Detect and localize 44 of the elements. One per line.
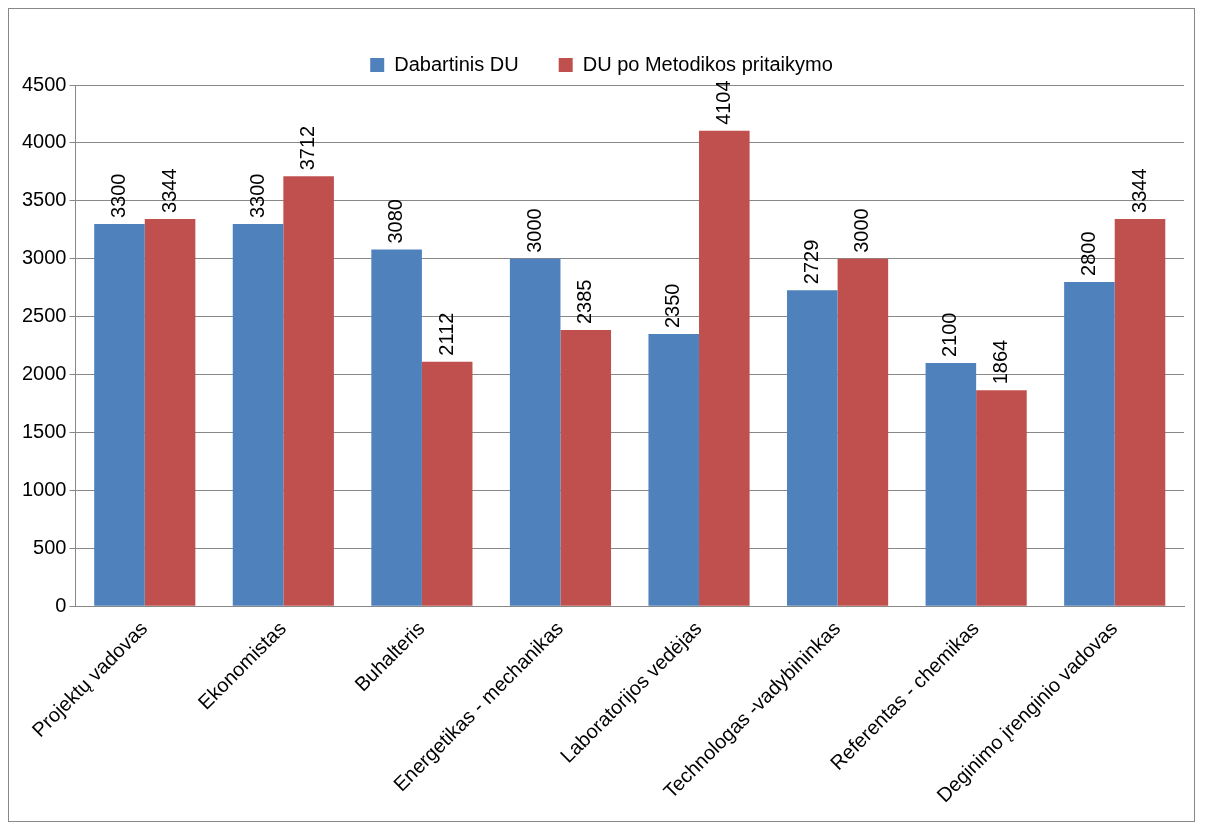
y-tick-label: 4500 xyxy=(21,72,67,95)
y-tick-label: 3500 xyxy=(21,188,67,211)
data-label: 2729 xyxy=(799,239,822,285)
bar xyxy=(283,176,334,606)
data-label: 1864 xyxy=(988,339,1011,385)
data-label: 3300 xyxy=(107,173,129,219)
y-tick-label: 2000 xyxy=(21,362,67,385)
bar xyxy=(94,224,145,606)
data-label: 2100 xyxy=(938,312,961,358)
bar xyxy=(699,130,750,606)
bar xyxy=(787,290,838,606)
data-label: 3344 xyxy=(1127,168,1150,213)
bar xyxy=(421,361,473,606)
y-tick-label: 0 xyxy=(55,593,67,616)
y-tick-label: 1500 xyxy=(21,420,67,443)
legend-label: Dabartinis DU xyxy=(394,52,519,75)
bar xyxy=(371,249,422,606)
data-label: 2800 xyxy=(1076,231,1099,276)
data-label: 2350 xyxy=(661,283,684,329)
data-label: 3000 xyxy=(850,208,873,253)
data-label: 2112 xyxy=(434,312,457,356)
data-label: 3000 xyxy=(522,208,545,253)
y-tick-label: 500 xyxy=(33,535,67,558)
bar xyxy=(1064,281,1115,606)
y-tick-label: 3000 xyxy=(21,246,67,269)
y-tick-label: 2500 xyxy=(21,304,67,327)
bar xyxy=(837,258,889,606)
bar xyxy=(560,330,612,606)
bar xyxy=(648,334,700,606)
data-label: 3344 xyxy=(157,168,180,213)
data-label: 2385 xyxy=(573,279,596,325)
y-tick-label: 1000 xyxy=(21,477,67,500)
bar xyxy=(232,224,284,606)
data-label: 3300 xyxy=(245,173,268,219)
y-tick-label: 4000 xyxy=(21,130,67,153)
bar xyxy=(925,363,977,606)
bar xyxy=(1114,218,1166,606)
bar xyxy=(976,390,1027,606)
legend-label: DU po Metodikos pritaikymo xyxy=(582,52,833,75)
data-label: 3712 xyxy=(296,125,319,171)
bar xyxy=(144,218,196,606)
bar xyxy=(509,258,561,606)
data-label: 3080 xyxy=(384,199,407,244)
data-label: 4104 xyxy=(711,80,734,125)
